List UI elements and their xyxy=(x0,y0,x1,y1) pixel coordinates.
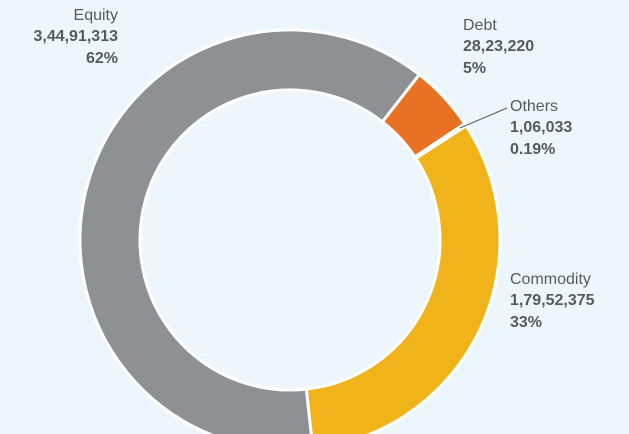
donut-slice xyxy=(304,123,502,434)
slice-name: Commodity xyxy=(510,271,591,288)
slice-percent: 33% xyxy=(510,314,542,331)
slice-value: 28,23,220 xyxy=(463,38,534,55)
slice-value: 1,06,033 xyxy=(510,119,572,136)
slice-name: Debt xyxy=(463,17,497,34)
slice-name: Equity xyxy=(74,7,118,24)
slice-value: 3,44,91,313 xyxy=(33,28,118,45)
slice-name: Others xyxy=(510,98,558,115)
slice-percent: 62% xyxy=(86,50,118,67)
donut-slice xyxy=(78,28,422,434)
leader-line xyxy=(459,107,508,129)
slice-percent: 0.19% xyxy=(510,141,555,158)
slice-value: 1,79,52,375 xyxy=(510,292,595,309)
slice-percent: 5% xyxy=(463,60,486,77)
